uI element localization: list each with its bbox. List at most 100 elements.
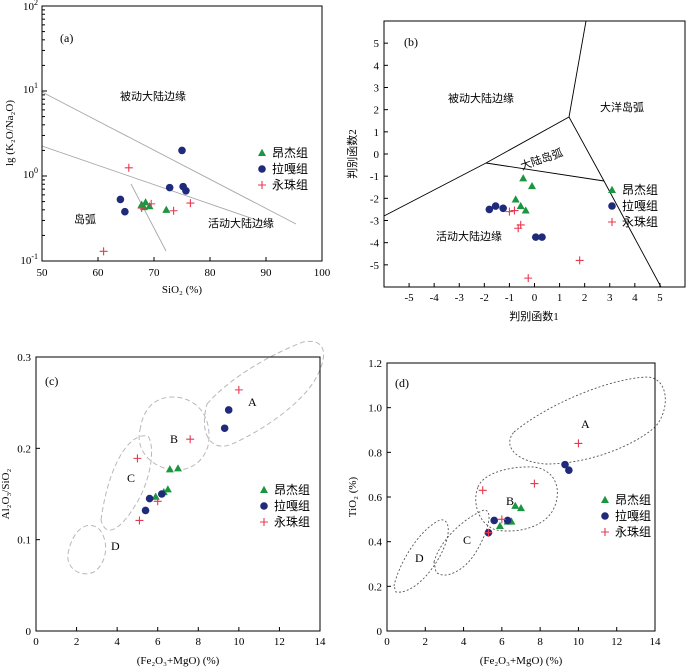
y-tick-label: -1: [370, 171, 379, 183]
panel-d-field-b: [475, 466, 558, 532]
panel-c-x-axis-label: (Fe₂O₃+MgO) (%): [137, 655, 220, 667]
data-point-circle: [499, 204, 507, 213]
data-point-circle: [157, 490, 166, 498]
legend-marker-triangle: [608, 185, 616, 193]
panel-c-field-d: [67, 524, 107, 575]
y-tick-label: 0: [26, 626, 32, 638]
panel-a-ytick-1: 100: [23, 166, 38, 181]
panel-a-x-axis-label: SiO₂ (%): [162, 284, 203, 296]
data-point-plus: [524, 274, 533, 283]
panel-a-ticks: 50 60 70 80 90 100: [37, 5, 331, 279]
panel-b-field-passive: 被动大陆边缘: [448, 91, 514, 105]
y-tick-label: 1.2: [368, 358, 382, 370]
y-tick-label: 0: [374, 149, 380, 161]
legend-entry-label: 昂杰组: [622, 183, 658, 197]
data-point-triangle: [495, 521, 504, 530]
data-point-plus: [234, 385, 243, 394]
data-point-triangle: [511, 501, 520, 509]
data-point-plus: [137, 204, 146, 213]
data-point-circle: [490, 516, 499, 525]
data-point-triangle: [516, 201, 525, 210]
data-point-triangle: [527, 181, 536, 190]
legend-entry-label: 拉嘎组: [272, 161, 308, 176]
x-tick-label: 6: [499, 636, 505, 648]
panel-a-boundary-line-1: [42, 91, 297, 225]
panel-a-field-active: 活动大陆边缘: [208, 216, 274, 230]
data-point-circle: [141, 506, 150, 515]
y-tick-label: 0.6: [368, 492, 382, 504]
panel-a-boundary-line-2: [42, 145, 269, 225]
panel-a-field-island-arc: 岛弧: [74, 212, 96, 226]
panel-d-field-label-d: D: [415, 551, 424, 565]
x-tick-label: 70: [149, 267, 161, 279]
data-point-plus: [484, 528, 493, 537]
x-tick-label: 6: [155, 636, 161, 648]
legend-entry-label: 昂杰组: [615, 493, 651, 507]
panel-a-label: (a): [60, 31, 73, 45]
panel-c-fields: [67, 340, 325, 575]
data-point-triangle: [174, 464, 182, 472]
legend-marker-plus: [258, 181, 266, 189]
panel-c-y-axis-label: Al₂O₃/SiO₂: [0, 469, 12, 520]
panel-d-label: (d): [395, 376, 409, 390]
legend-marker-triangle: [258, 148, 266, 156]
panel-a-y-axis-label: lg (K₂O/Na₂O): [4, 100, 16, 166]
legend-entry-label: 拉嘎组: [622, 198, 658, 213]
legend-entry-label: 拉嘎组: [274, 498, 310, 513]
panel-b-boundaries: [384, 21, 662, 287]
data-point-plus: [514, 224, 523, 233]
x-tick-label: 4: [461, 636, 467, 648]
x-tick-label: 50: [37, 267, 49, 279]
panel-d-field-a: [509, 376, 666, 465]
x-tick-label: 14: [650, 636, 662, 648]
data-point-circle: [485, 205, 494, 214]
panel-b-x-axis-label: 判别函数1: [509, 310, 559, 323]
legend-marker-plus: [260, 518, 268, 526]
x-tick-label: -2: [480, 292, 489, 304]
panel-d-points: [478, 439, 583, 537]
x-tick-label: 12: [274, 636, 285, 648]
panel-c-field-label-d: D: [111, 539, 120, 553]
x-tick-label: 12: [611, 636, 622, 648]
legend-entry-label: 永珠组: [615, 525, 651, 539]
x-tick-label: -5: [404, 292, 414, 304]
data-point-circle: [565, 466, 573, 475]
legend-entry-label: 拉嘎组: [615, 508, 651, 523]
data-point-plus: [124, 163, 133, 172]
legend-entry-label: 永珠组: [272, 178, 308, 192]
panel-a-field-passive: 被动大陆边缘: [120, 89, 186, 103]
y-tick-label: -5: [370, 260, 380, 272]
y-tick-label: 0.1: [17, 535, 31, 547]
data-point-circle: [224, 406, 233, 414]
panel-c-field-label-b: B: [170, 432, 178, 446]
panel-a-boundary-line-3: [130, 183, 167, 252]
x-tick-label: -4: [430, 292, 440, 304]
data-point-triangle: [163, 485, 172, 493]
panel-b-ticks: -5 -4 -3 -2 -1 0 1 2 3 4 5 -5 -4 -3 -2 -1 0 1 2 3 4 5: [370, 38, 663, 304]
x-tick-label: -3: [455, 292, 465, 304]
panel-c-field-c: [100, 435, 153, 531]
panel-c-field-a: [203, 340, 325, 447]
y-tick-label: 3: [374, 83, 380, 95]
data-point-plus: [530, 479, 539, 488]
y-tick-label: 1.0: [368, 403, 382, 415]
legend-marker-circle: [258, 165, 266, 173]
data-point-circle: [182, 186, 190, 195]
panel-a: 50 60 70 80 90 100 10-1 100 101 102 (a) 被动大陆边…: [4, 0, 331, 296]
data-point-plus: [186, 199, 195, 208]
panel-c-frame: [35, 356, 321, 632]
data-point-circle: [491, 202, 500, 210]
data-point-circle: [145, 494, 154, 503]
x-tick-label: 10: [573, 636, 585, 648]
y-tick-label: 5: [374, 38, 380, 50]
y-tick-label: -4: [370, 238, 380, 250]
legend-marker-circle: [608, 202, 616, 210]
y-tick-label: 2: [374, 105, 380, 117]
data-point-triangle: [521, 206, 530, 214]
data-point-circle: [116, 195, 125, 204]
